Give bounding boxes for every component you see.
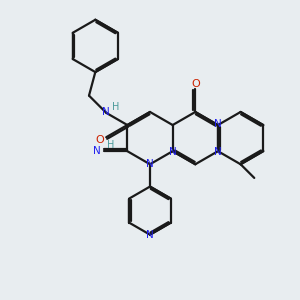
Text: N: N: [102, 107, 110, 117]
Text: N: N: [93, 146, 101, 156]
Text: N: N: [146, 230, 154, 240]
Text: N: N: [169, 147, 176, 157]
Text: N: N: [214, 147, 222, 157]
Text: N: N: [146, 159, 154, 169]
Text: H: H: [107, 140, 114, 150]
Text: O: O: [191, 79, 200, 89]
Text: O: O: [95, 135, 104, 145]
Text: N: N: [214, 119, 222, 129]
Text: H: H: [112, 102, 119, 112]
